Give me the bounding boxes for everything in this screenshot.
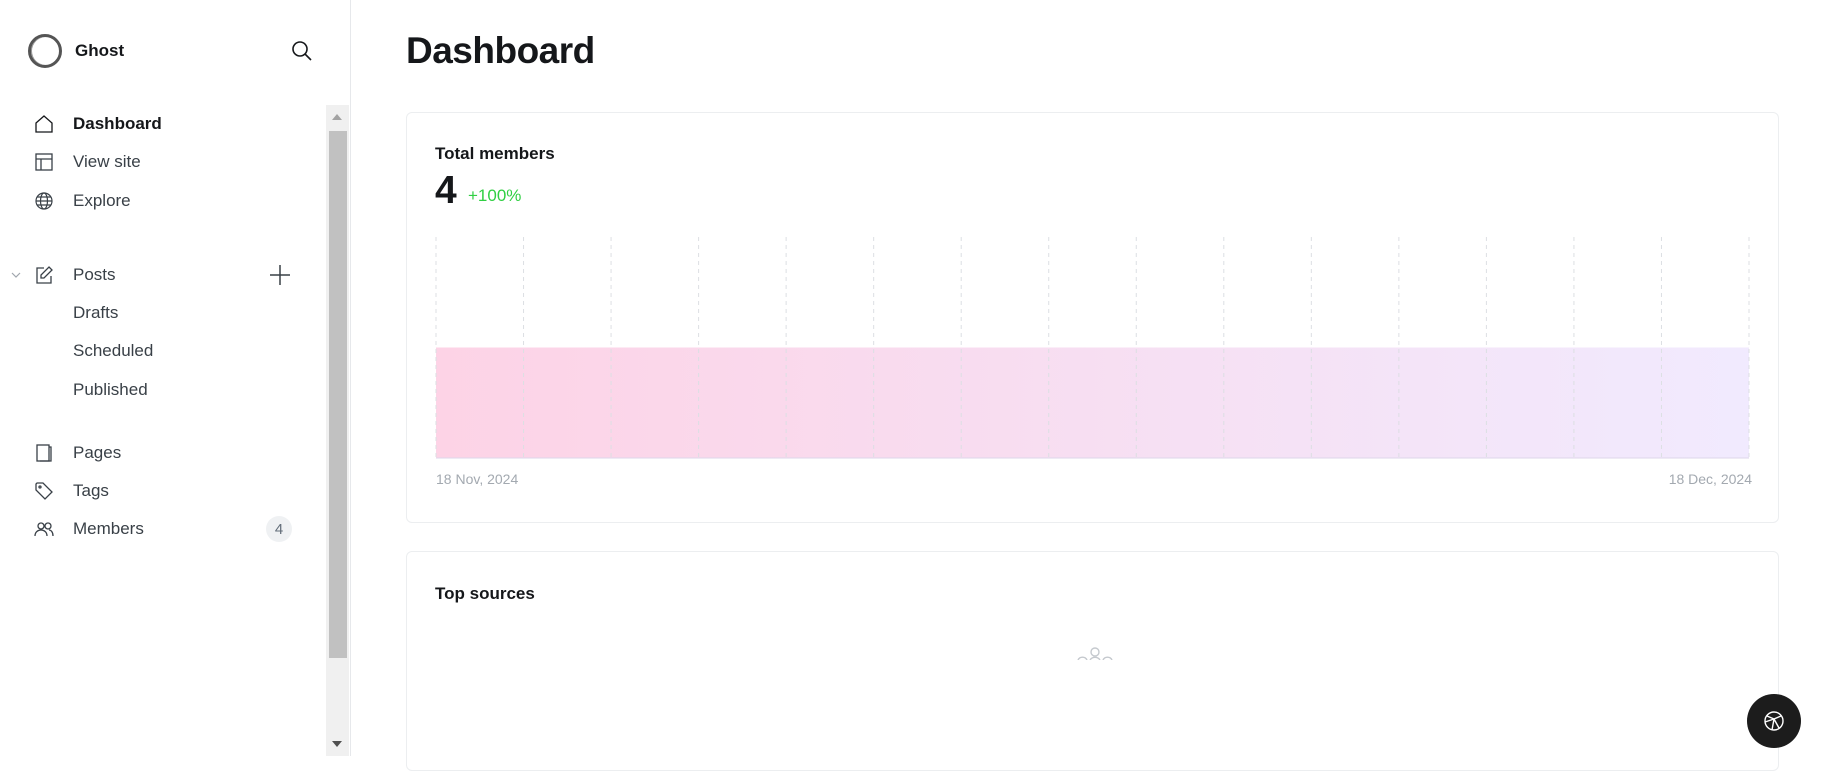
sidebar-item-tags[interactable]: Tags	[0, 474, 320, 508]
card-title: Total members	[435, 144, 555, 163]
scroll-down-arrow-icon[interactable]	[332, 741, 342, 747]
ghost-logo[interactable]	[28, 34, 62, 68]
members-chart[interactable]: 18 Nov, 2024 18 Dec, 2024	[407, 113, 1780, 524]
sidebar: Ghost Dashboard View site Explore Posts …	[0, 0, 351, 756]
sidebar-item-label: Posts	[73, 265, 116, 284]
new-post-plus-icon[interactable]	[269, 264, 291, 286]
sidebar-item-label: Pages	[73, 443, 122, 462]
sidebar-item-dashboard[interactable]: Dashboard	[0, 107, 320, 141]
sidebar-item-pages[interactable]: Pages	[0, 436, 320, 470]
members-icon	[34, 522, 54, 537]
sidebar-item-published[interactable]: Published	[0, 373, 320, 407]
search-icon[interactable]	[291, 40, 313, 62]
total-members-value: 4	[435, 169, 457, 212]
x-tick-label-end: 18 Dec, 2024	[1669, 471, 1752, 487]
sidebar-item-drafts[interactable]: Drafts	[0, 296, 320, 330]
tag-icon	[35, 482, 53, 500]
sidebar-item-label: Members	[73, 519, 144, 538]
page-title: Dashboard	[406, 30, 595, 71]
globe-network-icon	[1764, 711, 1784, 731]
sidebar-item-members[interactable]: Members 4	[0, 512, 320, 546]
sidebar-item-label: Explore	[73, 191, 131, 210]
total-members-card: Total members 4 +100% 18 Nov, 2024 18 Dec…	[406, 112, 1779, 523]
sidebar-item-label: Dashboard	[73, 114, 162, 133]
x-tick-label-start: 18 Nov, 2024	[436, 471, 518, 487]
pages-icon	[36, 444, 52, 462]
sidebar-item-label: Published	[73, 380, 148, 399]
sidebar-item-posts[interactable]: Posts	[0, 258, 320, 292]
sidebar-item-label: Drafts	[73, 303, 119, 322]
sidebar-item-view-site[interactable]: View site	[0, 145, 320, 179]
edit-icon	[36, 266, 53, 284]
layout-icon	[35, 153, 53, 171]
members-count-badge: 4	[266, 516, 292, 542]
chevron-down-icon[interactable]	[9, 268, 23, 282]
sidebar-item-explore[interactable]: Explore	[0, 184, 320, 218]
empty-members-icon	[1077, 647, 1113, 660]
sidebar-item-label: Scheduled	[73, 341, 154, 360]
sidebar-scrollbar[interactable]	[326, 105, 349, 756]
sidebar-item-scheduled[interactable]: Scheduled	[0, 334, 320, 368]
total-members-delta: +100%	[468, 186, 522, 205]
top-sources-card: Top sources	[406, 551, 1779, 771]
scroll-up-arrow-icon[interactable]	[332, 114, 342, 120]
card-title: Top sources	[435, 584, 535, 603]
sidebar-item-label: View site	[73, 152, 141, 171]
site-name[interactable]: Ghost	[75, 41, 125, 60]
globe-icon	[35, 192, 53, 210]
scrollbar-thumb[interactable]	[329, 131, 347, 658]
explore-floating-button[interactable]	[1747, 694, 1801, 748]
home-icon	[35, 115, 53, 133]
sidebar-item-label: Tags	[73, 481, 109, 500]
area-fill	[436, 347, 1749, 458]
